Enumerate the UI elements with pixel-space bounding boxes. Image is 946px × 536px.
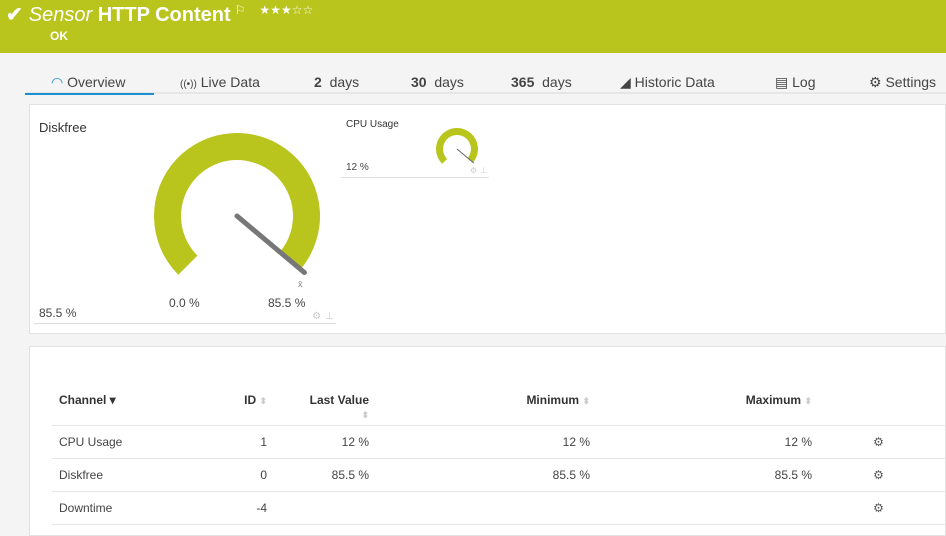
tab-label: Settings: [885, 74, 937, 90]
channel-settings-icon[interactable]: ⚙: [812, 458, 945, 492]
title-row: ✔ Sensor HTTP Content ⚐ ★★★☆☆: [6, 3, 313, 27]
cell-last-value: 12 %: [267, 425, 369, 459]
cell-last-value: 85.5 %: [267, 458, 369, 492]
tab-label: Historic Data: [634, 74, 715, 90]
gauge-value: 85.5 %: [39, 306, 77, 320]
tab-num: 30: [411, 74, 427, 90]
tab-2-days[interactable]: 2 days: [314, 74, 359, 90]
tab-bar: ◠ Overview ((•)) Live Data 2 days 30 day…: [25, 72, 946, 95]
gauge-arc: [436, 128, 478, 164]
divider: [341, 177, 489, 178]
tab-historic-data[interactable]: ◢ Historic Data: [620, 74, 715, 91]
sort-icon: ⬍: [804, 396, 812, 406]
gauge-needle: [456, 148, 475, 164]
cell-maximum: [590, 491, 812, 525]
divider: [34, 323, 336, 324]
gauge-tools: ⚙ ⊥: [312, 311, 334, 322]
cell-minimum: 85.5 %: [369, 458, 590, 492]
gauge-title: CPU Usage: [346, 119, 399, 130]
tab-365-days[interactable]: 365 days: [511, 74, 572, 90]
sensor-title: Sensor HTTP Content: [29, 3, 231, 27]
channel-settings-icon[interactable]: ⚙: [812, 491, 945, 525]
gauge-min-label: 0.0 %: [169, 296, 200, 310]
sort-icon: ⬍: [361, 410, 369, 420]
broadcast-icon: ((•)): [180, 79, 197, 90]
pin-icon[interactable]: ⊥: [324, 311, 334, 322]
cell-id: 0: [202, 458, 267, 492]
header-label: Maximum: [745, 393, 802, 407]
gauges-panel: Diskfree x̄ 0.0 % 85.5 % 85.5 % ⚙ ⊥ CPU …: [29, 104, 946, 334]
mean-marker: x̄: [298, 279, 303, 289]
header-label: Minimum: [526, 393, 580, 407]
sensor-name: HTTP Content: [97, 4, 231, 26]
channels-panel: Channel ▾ ID ⬍ Last Value ⬍ Minimum ⬍ Ma…: [29, 346, 946, 536]
cell-last-value: [267, 491, 369, 525]
tab-label: days: [434, 74, 464, 90]
col-minimum[interactable]: Minimum ⬍: [369, 387, 590, 426]
cpu-gauge: [436, 128, 478, 164]
gauge-tools: ⚙ ⊥: [470, 166, 487, 175]
tab-overview[interactable]: ◠ Overview: [25, 74, 154, 95]
cell-minimum: 12 %: [369, 425, 590, 459]
sort-icon: ⬍: [259, 396, 267, 406]
gauge-value: 12 %: [346, 162, 369, 173]
gear-icon[interactable]: ⚙: [312, 311, 321, 322]
tab-label: Overview: [67, 74, 126, 90]
gauge-arc: [153, 133, 320, 275]
cell-channel[interactable]: Diskfree: [52, 458, 202, 492]
channels-table: Channel ▾ ID ⬍ Last Value ⬍ Minimum ⬍ Ma…: [52, 387, 945, 525]
priority-stars[interactable]: ★★★☆☆: [259, 3, 314, 17]
gauge-title: Diskfree: [39, 120, 87, 135]
gauge-icon: ◠: [51, 74, 64, 90]
sensor-header: ✔ Sensor HTTP Content ⚐ ★★★☆☆ OK: [0, 0, 946, 53]
tab-settings[interactable]: ⚙ Settings: [869, 74, 936, 91]
gear-icon: ⚙: [869, 74, 882, 90]
col-actions: [812, 387, 945, 426]
col-last-value[interactable]: Last Value ⬍: [267, 387, 369, 426]
title-prefix: Sensor: [28, 4, 93, 26]
col-channel[interactable]: Channel ▾: [52, 387, 202, 426]
cell-minimum: [369, 491, 590, 525]
diskfree-gauge: [153, 133, 320, 276]
tab-label: Live Data: [200, 74, 260, 90]
tab-live-data[interactable]: ((•)) Live Data: [180, 74, 260, 90]
header-label: Channel: [59, 393, 107, 407]
cell-id: -4: [202, 491, 267, 525]
area-chart-icon: ◢: [620, 74, 631, 90]
gauge-max-label: 85.5 %: [268, 296, 306, 310]
tab-30-days[interactable]: 30 days: [411, 74, 464, 90]
list-icon: ▤: [775, 74, 789, 90]
table-row[interactable]: Diskfree 0 85.5 % 85.5 % 85.5 % ⚙: [52, 458, 945, 492]
cell-maximum: 85.5 %: [590, 458, 812, 492]
table-row[interactable]: Downtime -4 ⚙: [52, 491, 945, 525]
tab-label: days: [329, 74, 360, 90]
cell-channel[interactable]: Downtime: [52, 491, 202, 525]
tab-log[interactable]: ▤ Log: [775, 74, 815, 91]
cell-maximum: 12 %: [590, 425, 812, 459]
flag-icon[interactable]: ⚐: [234, 3, 246, 17]
status-text: OK: [50, 29, 68, 43]
table-row[interactable]: CPU Usage 1 12 % 12 % 12 % ⚙: [52, 425, 945, 459]
tab-label: days: [542, 74, 572, 90]
header-label: Last Value: [309, 393, 369, 407]
gauge-needle: [234, 213, 307, 276]
sort-icon: ⬍: [582, 396, 590, 406]
pin-icon[interactable]: ⊥: [480, 166, 488, 175]
cell-channel[interactable]: CPU Usage: [52, 425, 202, 459]
col-id[interactable]: ID ⬍: [202, 387, 267, 426]
tab-num: 365: [511, 74, 535, 90]
check-icon: ✔: [6, 4, 23, 26]
col-maximum[interactable]: Maximum ⬍: [590, 387, 812, 426]
tab-label: Log: [792, 74, 816, 90]
cell-id: 1: [202, 425, 267, 459]
channel-settings-icon[interactable]: ⚙: [812, 425, 945, 459]
gear-icon[interactable]: ⚙: [470, 166, 478, 175]
tab-num: 2: [314, 74, 322, 90]
header-label: ID: [244, 393, 257, 407]
